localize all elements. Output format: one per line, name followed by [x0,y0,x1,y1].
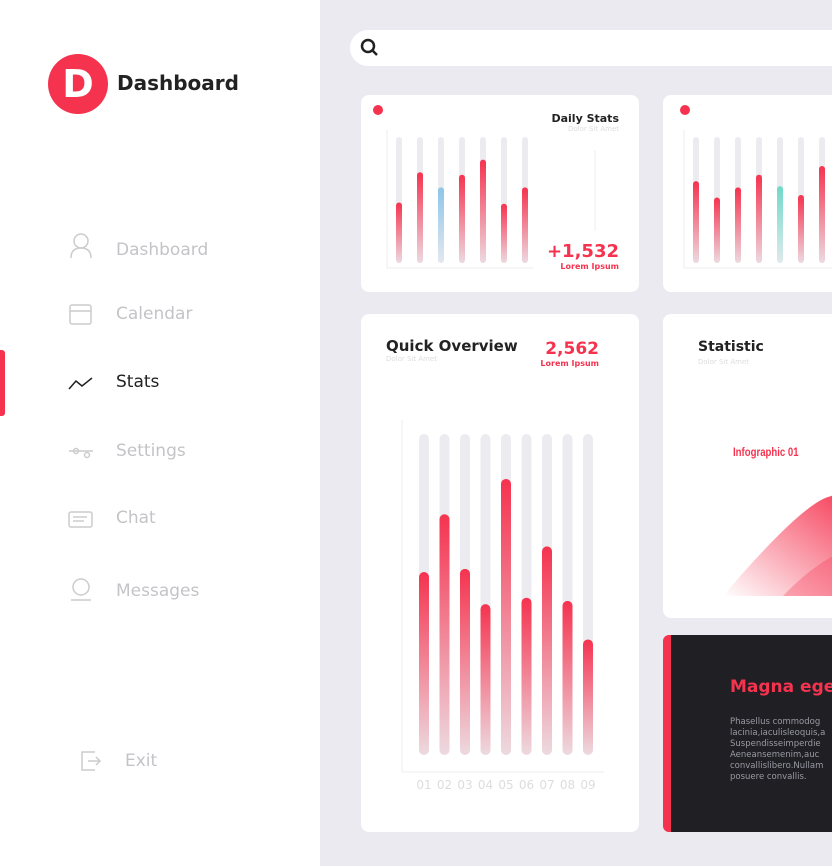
bar [459,174,465,263]
total: 2,562 [545,339,599,359]
bar [480,604,491,755]
x-tick-label: 06 [519,778,534,792]
card-title: Daily Stats [551,112,619,125]
statistic-card: Statistic Dolor Sit Amet Infographic 01 [663,314,832,618]
bar [501,478,511,755]
promo-line: convallislibero.Nullam [730,761,824,771]
active-indicator [0,350,5,416]
exit[interactable]: Exit [125,751,158,771]
promo-line: lacinia,iaculisleoquis,a [730,728,826,738]
card-subtitle: Dolor Sit Amet [386,355,438,363]
bar [522,187,528,263]
bar [501,203,507,263]
nav-item[interactable]: Chat [116,508,156,528]
bar [480,159,486,263]
bar [562,600,573,755]
infographic [723,495,832,596]
x-tick-label: 02 [437,778,452,792]
bar [735,187,741,263]
infographic-label: Infographic 01 [733,445,799,459]
total-label: Lorem Ipsum [560,262,619,271]
bar [419,572,429,755]
promo-line: Suspendisseimperdie [730,739,821,749]
bar [756,174,762,263]
nav-item[interactable]: Messages [116,581,200,601]
bar [521,597,532,755]
sidebar: D Dashboard Dashboard Calendar Stats Settin… [0,0,320,866]
total-label: Lorem Ipsum [540,359,599,368]
promo-line: Aeneansemenim,auc [730,750,820,760]
bar [693,181,699,263]
bar [777,186,783,263]
quick-overview-card: 01 02 03 04 05 06 07 08 09 Quick Overview Dolor … [361,314,639,832]
brand: Dashboard [117,71,239,95]
promo-card: Magna eget Phasellus commodoglacinia,iac… [663,635,832,832]
x-tick-label: 01 [416,778,431,792]
card-subtitle: Dolor Sit Amet [698,358,750,366]
x-tick-label: 08 [560,778,575,792]
daily-stats-card-2 [663,95,832,292]
search-bar[interactable] [350,30,832,66]
card-title: Statistic [698,339,764,355]
bar [542,546,552,755]
x-tick-label: 05 [498,778,513,792]
logo: D [48,54,108,114]
nav-icons [68,233,102,771]
promo-line: posuere convallis. [730,772,807,782]
x-tick-label: 03 [457,778,472,792]
promo-title: Magna eget [730,677,832,697]
daily-chart [680,105,832,269]
nav-item[interactable]: Settings [116,441,186,461]
x-tick-label: 04 [478,778,493,792]
card-subtitle: Dolor Sit Amet [567,125,619,133]
bar [396,202,402,263]
nav-item[interactable]: Stats [116,372,160,392]
card-title: Quick Overview [386,337,518,355]
total: +1,532 [546,241,619,262]
daily-chart [373,105,596,269]
bar [417,172,423,263]
nav-item[interactable]: Calendar [116,304,193,324]
promo-line: Phasellus commodog [730,717,821,727]
nav-item[interactable]: Dashboard [116,240,209,260]
daily-stats-card: Daily Stats Dolor Sit Amet +1,532 Lorem … [361,95,639,292]
bar [714,197,720,263]
bar [439,514,450,755]
search-icon [360,38,378,56]
bar [798,194,804,263]
overview-chart: 01 02 03 04 05 06 07 08 09 [401,420,604,792]
bar [583,639,593,755]
promo-text: Phasellus commodog lacinia,iaculisleoquis… [730,717,825,783]
bar [460,568,470,755]
x-tick-label: 09 [580,778,595,792]
bar [819,165,825,263]
bar [438,187,444,263]
x-tick-label: 07 [539,778,554,792]
